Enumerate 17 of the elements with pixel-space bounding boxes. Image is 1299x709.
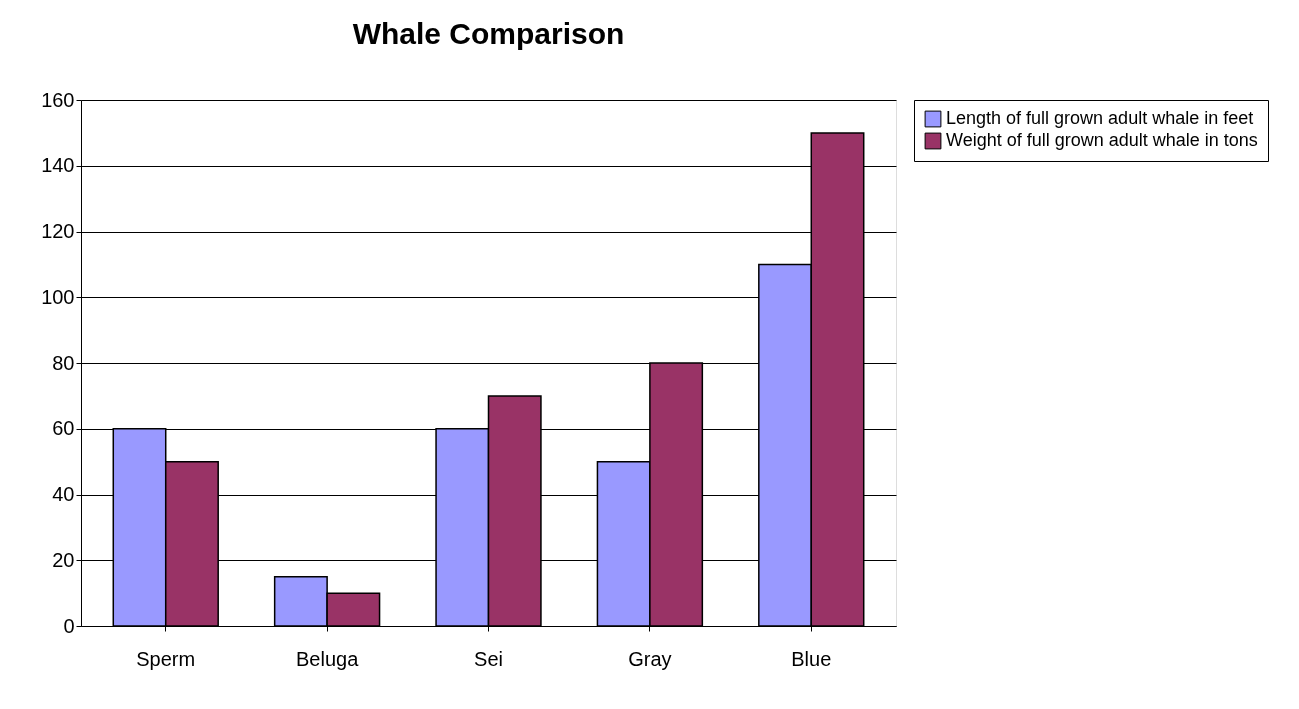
x-tick-label: Beluga (295, 647, 360, 670)
y-tick-label: 40 (52, 483, 75, 505)
y-tick-label: 160 (41, 88, 75, 111)
x-tick-label: Sei (474, 647, 503, 670)
y-tick-label: 20 (52, 548, 75, 571)
legend-label: Length of full grown adult whale in feet (946, 108, 1254, 128)
y-tick-label: 60 (52, 417, 75, 440)
y-tick-label: 120 (41, 220, 75, 242)
legend-label: Weight of full grown adult whale in tons (946, 130, 1258, 150)
y-tick-label: 140 (41, 154, 75, 177)
y-tick-label: 0 (63, 614, 75, 637)
chart-title: Whale Comparison (352, 17, 625, 50)
y-tick-label: 100 (41, 285, 75, 308)
x-tick-label: Gray (628, 647, 672, 670)
x-tick-label: Blue (791, 647, 832, 670)
y-tick-label: 80 (52, 351, 75, 374)
x-tick-label: Sperm (136, 647, 196, 670)
